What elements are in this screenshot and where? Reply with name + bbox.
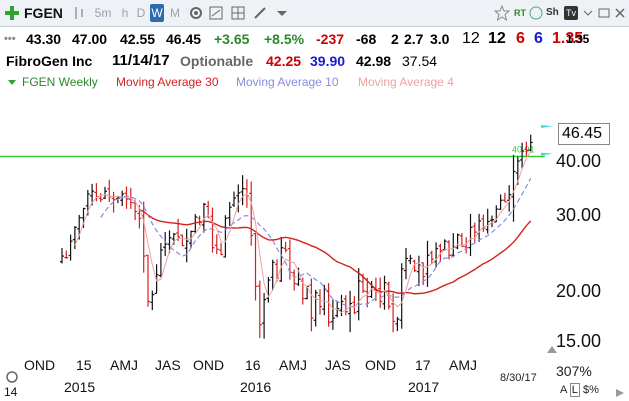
- legend-ma10[interactable]: Moving Average 10: [236, 75, 339, 89]
- scale-toggle[interactable]: A L $%: [560, 383, 599, 397]
- rank-4: 6: [534, 30, 543, 47]
- ma-value-1: 42.25: [266, 53, 302, 69]
- x-left-label: 14: [4, 385, 18, 399]
- zoom-level[interactable]: 307%: [556, 363, 592, 379]
- share-button[interactable]: Sh: [546, 7, 559, 18]
- optionable-label: Optionable: [180, 53, 254, 69]
- symbol-input[interactable]: FGEN: [24, 5, 63, 21]
- close-value: 46.45: [166, 31, 202, 47]
- x-tick-label: AMJ: [279, 357, 307, 373]
- metric-4: 2.7: [404, 31, 424, 47]
- tv-button[interactable]: Tv: [564, 6, 578, 20]
- metric-3: 2: [391, 31, 399, 47]
- period-m[interactable]: M: [170, 6, 180, 20]
- ratio-value: 1.35: [566, 32, 590, 46]
- x-tick-label: 16: [245, 357, 261, 373]
- hline-label: 40.91: [512, 144, 535, 154]
- window-icon[interactable]: [596, 5, 612, 21]
- open-value: 43.30: [26, 31, 62, 47]
- price-chart[interactable]: 40.91: [0, 90, 629, 401]
- rank-1: 12: [462, 30, 480, 47]
- menu-icon[interactable]: [580, 5, 596, 21]
- x-tick-label: OND: [193, 357, 225, 373]
- dropdown-icon[interactable]: [274, 5, 290, 21]
- x-tick-label: JAS: [325, 357, 351, 373]
- settings-icon[interactable]: [188, 5, 204, 21]
- dots-icon: •••: [4, 33, 16, 45]
- period-5m[interactable]: 5m: [94, 6, 112, 20]
- ma30-line: [139, 208, 532, 295]
- link-icon[interactable]: [528, 5, 544, 21]
- y-tick-15: 15.00: [556, 331, 602, 351]
- marker-mid: [541, 152, 553, 156]
- marker-high: [541, 125, 553, 128]
- change-pct: +8.5%: [264, 31, 305, 47]
- ma-value-3: 42.98: [356, 53, 392, 69]
- rank-5: 1.35: [552, 30, 584, 47]
- low-value: 42.55: [120, 31, 156, 47]
- x-tick-label: 15: [76, 357, 92, 373]
- realtime-badge[interactable]: RT: [514, 8, 526, 18]
- add-symbol-icon[interactable]: [3, 4, 21, 22]
- period-d[interactable]: D: [136, 6, 146, 20]
- star-icon[interactable]: [494, 5, 510, 21]
- x-year-label: 2016: [240, 379, 272, 395]
- legend-ma4[interactable]: Moving Average 4: [358, 75, 454, 89]
- draw-icon[interactable]: [252, 5, 268, 21]
- last-price-label: 46.45: [558, 123, 610, 145]
- x-tick-label: AMJ: [449, 357, 477, 373]
- x-tick-label: JAS: [155, 357, 181, 373]
- x-tick-label: 17: [415, 357, 431, 373]
- company-name: FibroGen Inc: [6, 53, 93, 69]
- scroll-up-icon[interactable]: [546, 344, 558, 354]
- x-tick-label: AMJ: [110, 357, 138, 373]
- rank-2: 12: [488, 30, 506, 47]
- legend-ma30[interactable]: Moving Average 30: [116, 75, 219, 89]
- ma4-line: [74, 150, 532, 314]
- legend-series[interactable]: FGEN Weekly: [22, 75, 98, 89]
- period-h[interactable]: h: [121, 6, 129, 20]
- close-icon[interactable]: [612, 5, 628, 21]
- date-range-label: 8/30/17: [500, 372, 537, 384]
- change-value: +3.65: [214, 31, 250, 47]
- y-tick-40: 40.00: [556, 151, 602, 171]
- ma10-line: [100, 178, 532, 308]
- chart-type-icon[interactable]: [72, 4, 86, 22]
- high-value: 47.00: [72, 31, 108, 47]
- period-w[interactable]: W: [150, 4, 164, 22]
- refresh-icon[interactable]: [4, 370, 20, 384]
- y-tick-20: 20.00: [556, 281, 602, 301]
- info-row: FibroGen Inc 11/14/17 Optionable 42.25 3…: [0, 50, 629, 72]
- toolbar: FGEN 5m h D W M RT Sh Tv: [0, 0, 629, 27]
- metric-1: -237: [316, 31, 345, 47]
- metric-5: 3.0: [430, 31, 450, 47]
- grid-icon[interactable]: [230, 5, 246, 21]
- x-year-label: 2015: [64, 379, 96, 395]
- date-label: 11/14/17: [112, 52, 170, 69]
- studies-icon[interactable]: [208, 5, 224, 21]
- x-year-label: 2017: [408, 379, 440, 395]
- quote-row: ••• 43.30 47.00 42.55 46.45 +3.65 +8.5% …: [0, 28, 629, 50]
- y-tick-30: 30.00: [556, 205, 602, 225]
- collapse-icon[interactable]: [6, 77, 18, 88]
- metric-2: -68: [356, 31, 377, 47]
- chart-legend: FGEN Weekly Moving Average 30 Moving Ave…: [0, 73, 629, 91]
- ma-value-2: 39.90: [310, 53, 346, 69]
- x-tick-label: OND: [24, 357, 56, 373]
- rank-3: 6: [516, 30, 525, 47]
- ma-value-4: 37.54: [402, 53, 438, 69]
- scroll-right-icon[interactable]: [614, 388, 626, 398]
- x-tick-label: OND: [365, 357, 397, 373]
